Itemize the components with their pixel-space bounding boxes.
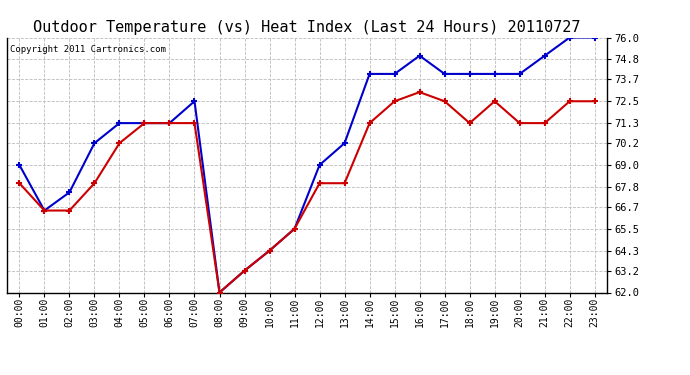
Text: Copyright 2011 Cartronics.com: Copyright 2011 Cartronics.com [10, 45, 166, 54]
Title: Outdoor Temperature (vs) Heat Index (Last 24 Hours) 20110727: Outdoor Temperature (vs) Heat Index (Las… [33, 20, 581, 35]
